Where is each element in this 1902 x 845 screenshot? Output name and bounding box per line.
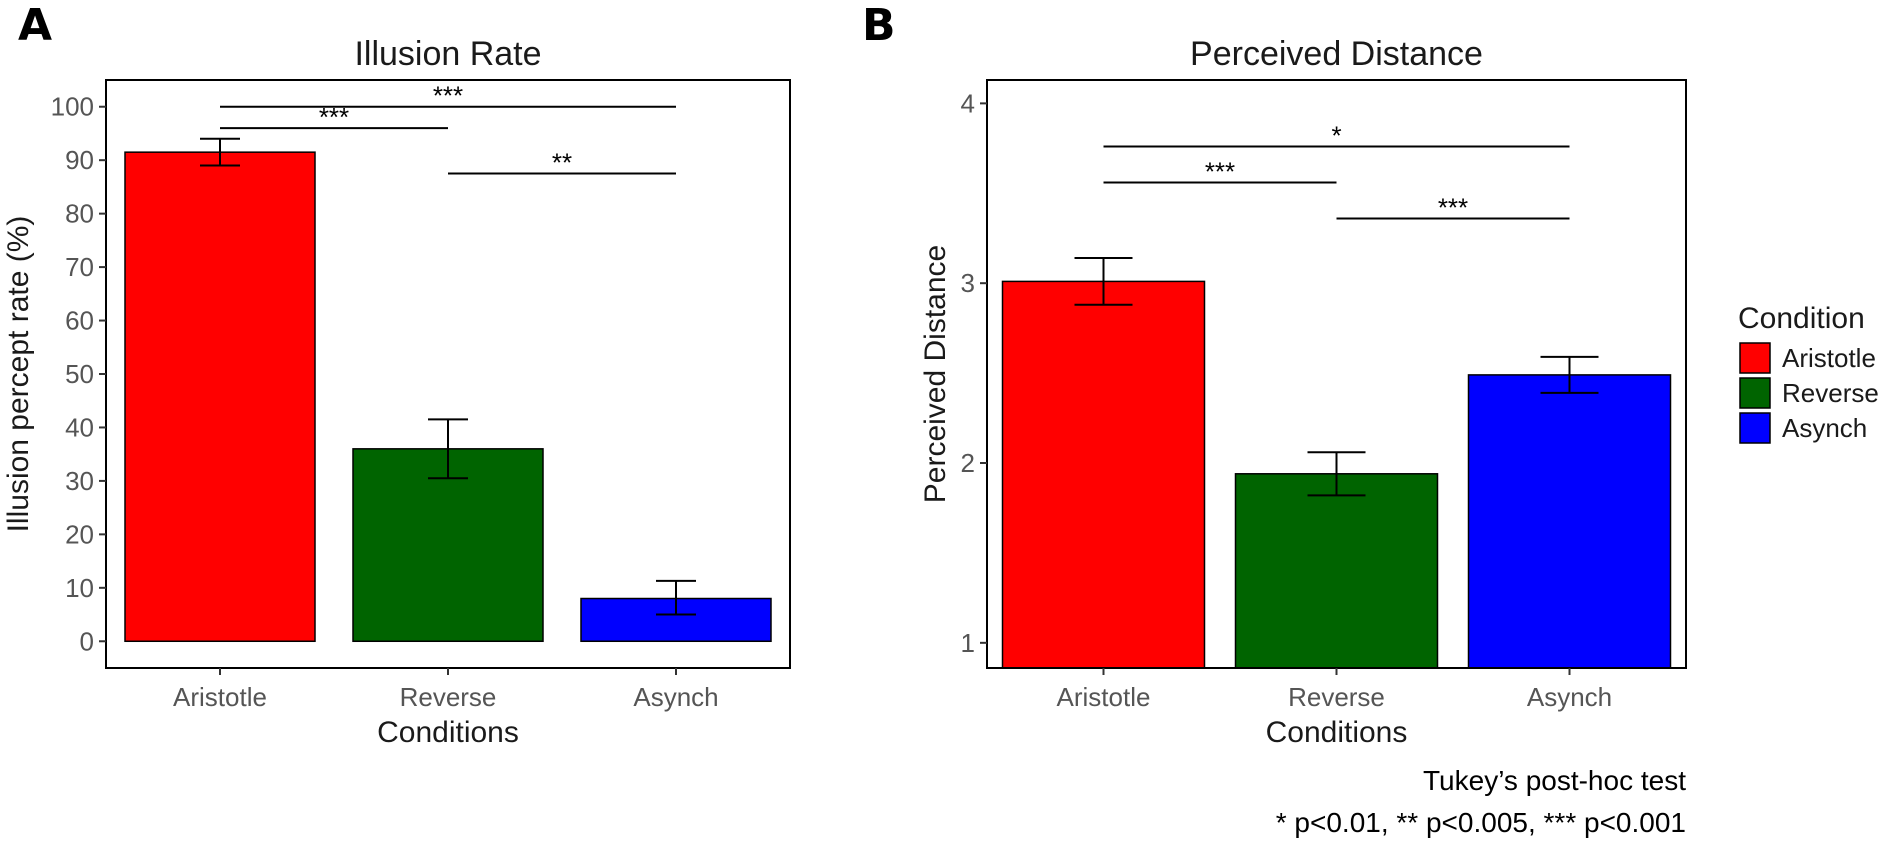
panel-label-b: B [862, 0, 896, 51]
y-tick-label: 60 [65, 306, 94, 336]
footnote-significance: * p<0.01, ** p<0.005, *** p<0.001 [1276, 807, 1686, 838]
significance-label: * [1331, 121, 1341, 151]
y-tick-label: 20 [65, 519, 94, 549]
x-axis-label: Conditions [1266, 716, 1408, 749]
x-tick-label: Aristotle [1057, 682, 1151, 712]
x-tick-label: Asynch [1527, 682, 1612, 712]
x-axis-label: Conditions [377, 716, 519, 749]
y-tick-label: 80 [65, 199, 94, 229]
chart-title: Illusion Rate [354, 35, 541, 73]
legend-swatch-reverse [1739, 377, 1771, 409]
y-tick-label: 40 [65, 412, 94, 442]
y-tick-label: 10 [65, 573, 94, 603]
panel-label-a: A [18, 0, 52, 51]
legend: Condition Aristotle Reverse Asynch [1738, 302, 1879, 444]
y-tick-label: 4 [961, 88, 975, 118]
y-axis-label: Illusion percept rate (%) [2, 216, 35, 533]
y-tick-label: 2 [961, 448, 975, 478]
x-tick-label: Asynch [633, 682, 718, 712]
significance-label: *** [1205, 156, 1235, 186]
footnote-test: Tukey’s post-hoc test [1423, 765, 1686, 796]
x-tick-label: Reverse [400, 682, 497, 712]
y-tick-label: 1 [961, 628, 975, 658]
y-tick-label: 90 [65, 145, 94, 175]
legend-item-asynch: Asynch [1782, 413, 1867, 443]
y-tick-label: 70 [65, 252, 94, 282]
chart-title: Perceived Distance [1190, 35, 1483, 73]
bar-aristotle [1001, 280, 1206, 669]
bar-aristotle [124, 151, 316, 643]
x-tick-label: Aristotle [173, 682, 267, 712]
y-tick-label: 100 [51, 92, 94, 122]
y-tick-label: 50 [65, 359, 94, 389]
y-tick-label: 3 [961, 268, 975, 298]
significance-label: *** [319, 102, 349, 132]
significance-label: ** [552, 148, 572, 178]
y-tick-label: 30 [65, 466, 94, 496]
bar-asynch [1467, 374, 1672, 669]
legend-swatch-asynch [1739, 412, 1771, 444]
significance-label: *** [433, 81, 463, 111]
x-tick-label: Reverse [1288, 682, 1385, 712]
y-tick-label: 0 [80, 626, 94, 656]
bar-reverse [352, 448, 544, 643]
bar-reverse [1234, 473, 1439, 669]
legend-item-reverse: Reverse [1782, 378, 1879, 408]
legend-swatch-aristotle [1739, 342, 1771, 374]
y-axis-label: Perceived Distance [919, 245, 952, 503]
legend-title: Condition [1738, 302, 1865, 335]
legend-item-aristotle: Aristotle [1782, 343, 1876, 373]
significance-label: *** [1438, 192, 1468, 222]
